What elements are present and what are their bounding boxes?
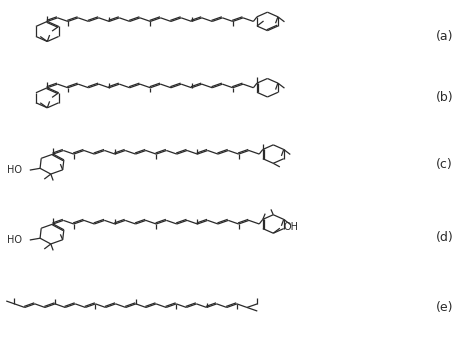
Text: (c): (c) xyxy=(436,158,453,171)
Text: HO: HO xyxy=(7,236,22,245)
Text: (e): (e) xyxy=(436,301,454,314)
Text: (a): (a) xyxy=(436,30,454,43)
Text: HO: HO xyxy=(7,166,22,175)
Text: OH: OH xyxy=(283,222,299,232)
Text: (d): (d) xyxy=(436,231,454,244)
Text: (b): (b) xyxy=(436,91,454,104)
